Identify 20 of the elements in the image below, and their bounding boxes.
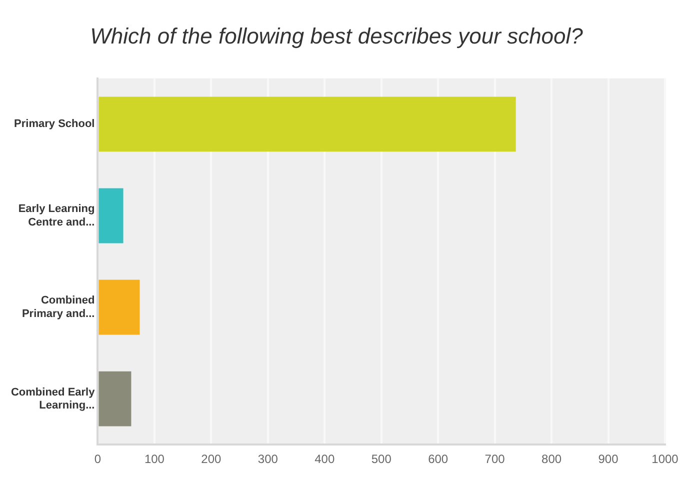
- x-tick-label: 400: [314, 452, 335, 466]
- y-tick-label: Early Learning Centre and...: [18, 203, 95, 228]
- x-tick-label: 600: [428, 452, 448, 466]
- x-tick-label: 900: [598, 452, 619, 466]
- x-tick-label: 800: [542, 452, 562, 466]
- chart-title: Which of the following best describes your school?: [90, 23, 584, 48]
- y-tick-label: Combined Early Learning...: [10, 386, 96, 412]
- x-tick-label: 1000: [652, 452, 679, 466]
- bar: [98, 280, 140, 335]
- y-tick-label: Primary School: [14, 118, 95, 130]
- x-tick-label: 300: [258, 452, 278, 466]
- x-tick-label: 700: [484, 452, 506, 466]
- bar: [98, 188, 124, 244]
- x-tick-label: 100: [144, 452, 165, 466]
- bar: [98, 371, 132, 426]
- x-tick-label: 200: [201, 452, 222, 466]
- bar: [98, 96, 516, 152]
- y-tick-label: Combined Primary and...: [22, 294, 95, 320]
- x-tick-label: 0: [94, 452, 102, 466]
- x-tick-label: 500: [371, 452, 392, 466]
